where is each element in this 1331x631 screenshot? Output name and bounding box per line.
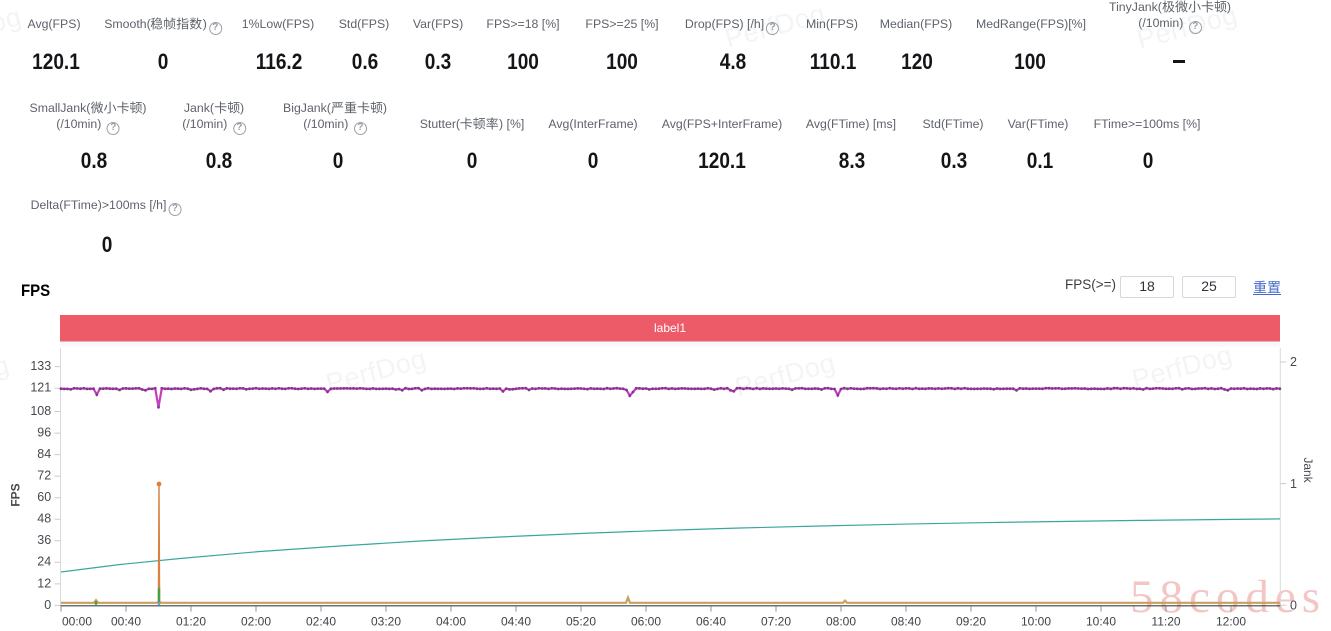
svg-text:04:40: 04:40 [501, 615, 531, 629]
svg-text:Jank: Jank [1301, 457, 1315, 483]
svg-text:0: 0 [44, 598, 51, 612]
svg-text:121: 121 [30, 381, 51, 395]
svg-text:0: 0 [1290, 598, 1297, 612]
svg-text:03:20: 03:20 [371, 615, 401, 629]
svg-text:09:20: 09:20 [956, 615, 986, 629]
svg-text:1: 1 [1290, 477, 1297, 491]
svg-text:08:40: 08:40 [891, 615, 921, 629]
svg-text:05:20: 05:20 [566, 615, 596, 629]
svg-text:36: 36 [37, 533, 51, 547]
svg-text:FPS: FPS [9, 483, 23, 506]
svg-text:08:00: 08:00 [826, 615, 856, 629]
svg-text:84: 84 [37, 447, 51, 461]
svg-text:11:20: 11:20 [1151, 615, 1180, 629]
svg-text:04:00: 04:00 [436, 615, 466, 629]
svg-text:96: 96 [37, 426, 51, 440]
svg-text:12:00: 12:00 [1216, 615, 1246, 629]
svg-text:06:00: 06:00 [631, 615, 661, 629]
svg-text:72: 72 [37, 469, 51, 483]
svg-text:10:00: 10:00 [1021, 615, 1051, 629]
svg-text:02:40: 02:40 [306, 615, 336, 629]
svg-text:60: 60 [37, 490, 51, 504]
svg-text:02:00: 02:00 [241, 615, 271, 629]
svg-text:2: 2 [1290, 355, 1297, 369]
svg-text:10:40: 10:40 [1086, 615, 1116, 629]
svg-text:133: 133 [30, 359, 51, 373]
svg-text:24: 24 [37, 555, 51, 569]
svg-text:07:20: 07:20 [761, 615, 791, 629]
svg-text:00:00: 00:00 [62, 615, 92, 629]
svg-text:108: 108 [30, 404, 51, 418]
svg-text:06:40: 06:40 [696, 615, 726, 629]
svg-text:01:20: 01:20 [176, 615, 206, 629]
svg-text:12: 12 [37, 576, 51, 590]
svg-text:00:40: 00:40 [111, 615, 141, 629]
svg-text:48: 48 [37, 512, 51, 526]
